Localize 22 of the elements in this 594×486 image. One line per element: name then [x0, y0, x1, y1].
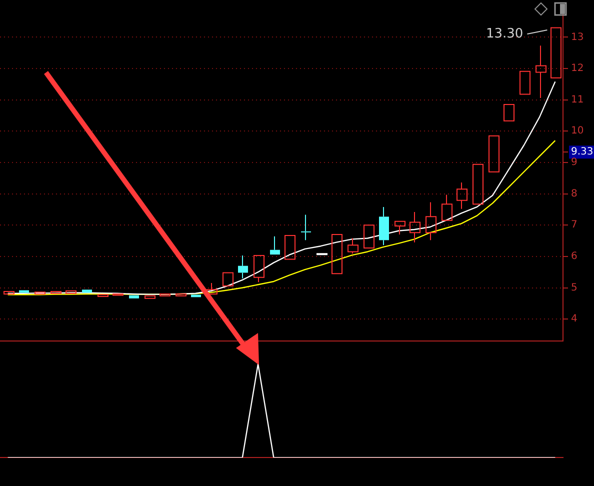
candlestick	[456, 182, 468, 210]
candlestick	[536, 45, 546, 98]
candlestick	[301, 214, 311, 241]
y-tick-label: 7	[571, 220, 578, 231]
annotation: 13.30	[486, 26, 524, 42]
candlestick	[379, 206, 389, 246]
y-tick-label: 13	[571, 32, 584, 43]
y-tick-label: 11	[571, 94, 584, 106]
y-tick-label: 9.33	[571, 146, 594, 158]
candlestick	[238, 254, 248, 279]
y-tick-label: 9	[571, 157, 578, 168]
candlestick	[426, 202, 436, 241]
y-tick-label: 10	[571, 126, 584, 137]
candlestick	[270, 236, 280, 255]
y-tick-label: 8	[571, 188, 578, 200]
y-tick-label: 12	[571, 63, 584, 74]
y-tick-label: 6	[571, 251, 578, 262]
candlestick	[394, 220, 406, 236]
candlestick	[410, 211, 420, 243]
candlestick	[442, 194, 452, 221]
y-tick-label: 4	[571, 314, 578, 325]
y-tick-label: 5	[571, 282, 578, 294]
